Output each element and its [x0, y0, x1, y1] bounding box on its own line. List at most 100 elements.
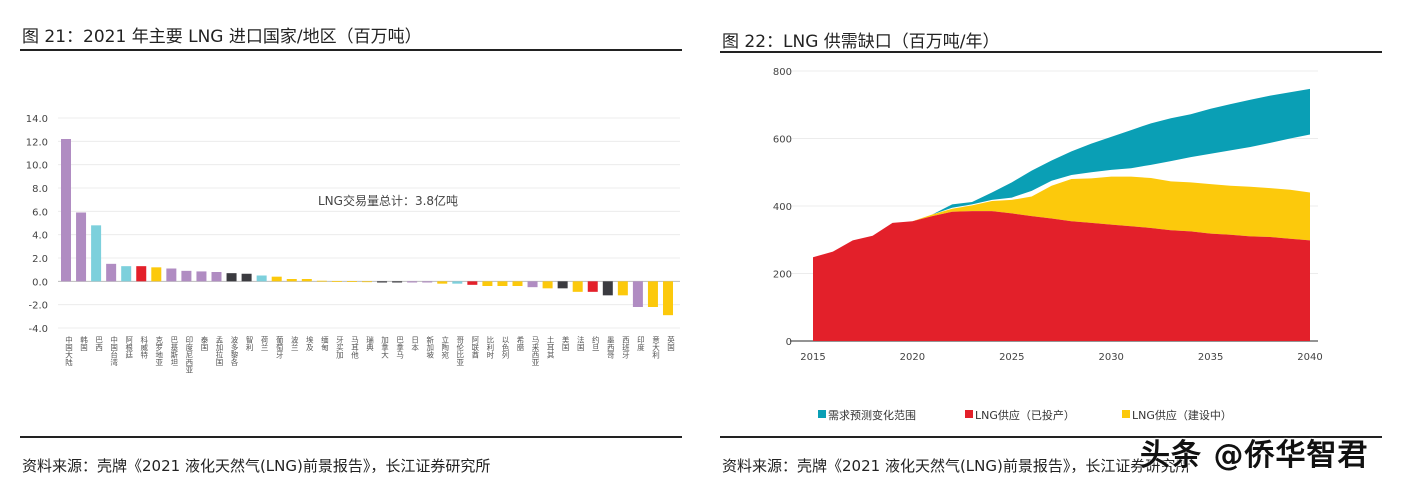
bar-马耳他 — [346, 281, 357, 282]
x-tick-label: 波兰 — [290, 335, 299, 352]
x-tick-label: 墨西哥 — [606, 336, 615, 360]
legend-label: LNG供应（建设中） — [1132, 408, 1232, 422]
y-tick-label: 600 — [773, 135, 792, 146]
y-tick-label: 200 — [773, 270, 792, 281]
x-tick-label: 印度 — [636, 336, 645, 353]
x-tick-label: 2015 — [800, 352, 825, 363]
legend-label: 需求预测变化范围 — [828, 408, 916, 422]
x-tick-label: 美国 — [561, 335, 570, 353]
bar-马来西亚 — [527, 281, 538, 288]
bar-中国台湾 — [106, 263, 117, 282]
watermark: 头条 @侨华智君 — [1140, 438, 1369, 473]
x-tick-label: 缅甸 — [320, 335, 329, 353]
x-tick-label: 加拿大 — [380, 335, 389, 360]
y-tick-label: -4.0 — [28, 324, 48, 335]
x-tick-label: 韩国 — [79, 335, 88, 353]
y-tick-label: 6.0 — [32, 207, 48, 218]
bar-土耳其 — [542, 281, 553, 289]
bar-荷兰 — [256, 275, 267, 282]
x-tick-label: 2040 — [1297, 352, 1322, 363]
bar-日本 — [407, 281, 418, 283]
x-tick-label: 牙买加 — [335, 336, 344, 360]
x-tick-label: 孟加拉国 — [215, 335, 224, 368]
chart-annotation: LNG交易量总计：3.8亿吨 — [318, 193, 458, 208]
x-tick-label: 荷兰 — [260, 335, 269, 352]
x-tick-label: 中国大陆 — [64, 335, 73, 368]
bar-约旦 — [587, 281, 598, 292]
x-tick-label: 法国 — [576, 335, 585, 353]
bar-法国 — [572, 281, 583, 292]
bar-英国 — [663, 281, 673, 316]
x-tick-label: 英国 — [666, 335, 675, 353]
y-tick-label: 0 — [786, 337, 792, 348]
bar-美国 — [557, 281, 568, 289]
bar-埃及 — [301, 279, 312, 282]
left-source-text: 资料来源：壳牌《2021 液化天然气(LNG)前景报告》，长江证券研究所 — [22, 457, 491, 475]
legend-swatch — [818, 410, 826, 418]
x-tick-label: 泰国 — [200, 335, 209, 353]
bar-新加坡 — [422, 281, 433, 283]
bar-印度 — [632, 281, 643, 307]
y-tick-label: 400 — [773, 202, 792, 213]
bar-chart-import-countries: 14.0 12.0 10.0 8.0 6.0 4.0 2.0 0.0 -2.0 -4.0 中国大陆韩… — [26, 114, 680, 374]
right-title-rule — [720, 51, 1382, 53]
x-tick-label: 比利时 — [486, 335, 495, 359]
x-tick-label: 葡萄牙 — [275, 335, 284, 360]
x-tick-label: 2020 — [900, 352, 925, 363]
x-tick-label: 波多黎各 — [230, 335, 239, 368]
y-tick-label: 800 — [773, 67, 792, 78]
left-title-rule — [20, 49, 682, 51]
bar-巴西 — [91, 225, 102, 282]
bar-缅甸 — [316, 280, 327, 282]
bar-科威特 — [136, 266, 147, 282]
y-tick-label: 2.0 — [32, 254, 48, 265]
x-tick-label: 以色列 — [501, 336, 510, 360]
x-tick-label: 阿根廷 — [124, 336, 133, 360]
bar-墨西哥 — [602, 281, 613, 296]
bar-波多黎各 — [226, 273, 237, 282]
bar-中国大陆 — [61, 139, 71, 282]
x-tick-label: 新加坡 — [425, 335, 434, 360]
y-tick-label: -2.0 — [28, 301, 48, 312]
x-tick-label: 西班牙 — [621, 336, 630, 360]
x-tick-label: 克罗地亚 — [155, 336, 164, 367]
right-source-rule — [720, 436, 1382, 438]
y-tick-label: 10.0 — [26, 161, 48, 172]
bar-智利 — [241, 273, 252, 282]
bar-克罗地亚 — [151, 267, 162, 282]
x-tick-label: 2030 — [1098, 352, 1123, 363]
bar-阿联酋 — [467, 281, 478, 285]
bar-加拿大 — [377, 281, 388, 283]
area-chart-supply-demand-gap: 0 200 400 600 800 2015 2020 2025 2030 2035 2040 需求预… — [773, 67, 1323, 422]
left-figure-title: 图 21：2021 年主要 LNG 进口国家/地区（百万吨） — [22, 27, 422, 47]
x-tick-label: 马来西亚 — [531, 336, 540, 367]
bar-葡萄牙 — [271, 276, 282, 282]
x-tick-label: 意大利 — [651, 335, 660, 359]
bar-阿根廷 — [121, 266, 132, 282]
x-tick-label: 中国台湾 — [109, 335, 118, 368]
bar-立陶宛 — [437, 281, 448, 284]
right-source-text: 资料来源：壳牌《2021 液化天然气(LNG)前景报告》，长江证券研究所 — [722, 457, 1191, 475]
x-tick-label: 哥伦比亚 — [456, 336, 465, 367]
x-tick-label: 马耳他 — [350, 336, 359, 360]
bar-比利时 — [482, 281, 493, 286]
x-tick-label: 埃及 — [305, 335, 314, 353]
x-tick-label: 希腊 — [516, 335, 525, 353]
legend-swatch — [1122, 410, 1130, 418]
x-tick-label: 日本 — [410, 336, 419, 353]
x-tick-label: 立陶宛 — [441, 335, 450, 360]
legend-label: LNG供应（已投产） — [975, 408, 1075, 422]
y-tick-label: 4.0 — [32, 231, 48, 242]
x-tick-label: 巴西 — [94, 336, 103, 353]
bar-巴基斯坦 — [166, 268, 177, 282]
bar-瑞典 — [362, 281, 372, 283]
left-source-rule — [20, 436, 682, 438]
y-tick-label: 0.0 — [32, 277, 48, 288]
y-tick-label: 12.0 — [26, 137, 48, 148]
x-tick-label: 阿联酋 — [471, 336, 480, 360]
x-tick-label: 约旦 — [591, 335, 600, 352]
x-tick-label: 土耳其 — [546, 335, 555, 360]
demand-range-area — [932, 88, 1310, 215]
bar-以色列 — [497, 281, 508, 286]
bar-泰国 — [196, 271, 207, 282]
